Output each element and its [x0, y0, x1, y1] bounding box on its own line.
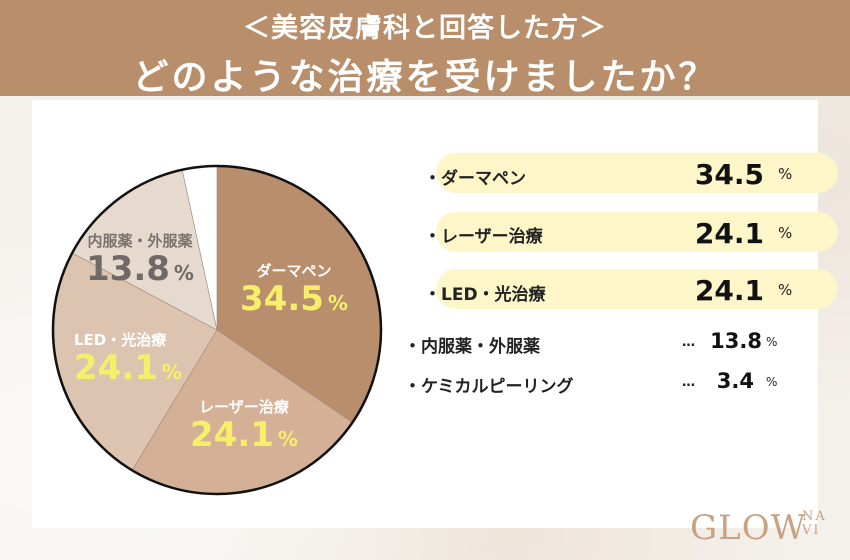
legend-unit-led: %: [778, 281, 793, 299]
header-title: どのような治療を受けましたか？: [132, 57, 718, 98]
chart-card: ダーマペン 34.5% レーザー治療 24.1% LED・光治療 24.1% 内…: [32, 100, 838, 528]
pie-chart: [51, 164, 383, 496]
legend-unit-peel: %: [766, 375, 778, 389]
legend-dots-peel: …: [682, 375, 695, 390]
pie-label-oral: 内服薬・外服薬 13.8%: [86, 232, 194, 289]
pie-label-led: LED・光治療 24.1%: [74, 331, 182, 388]
glow-navi-logo: GLOW NA VI: [690, 508, 827, 548]
pie-label-laser: レーザー治療 24.1%: [190, 398, 298, 455]
pie-outline: [51, 164, 383, 496]
legend-unit-laser: %: [778, 224, 793, 242]
legend-value-oral: 13.8: [710, 329, 762, 353]
legend-pill-dermapen: [436, 153, 838, 193]
legend-label-dermapen: ・ダーマペン: [424, 169, 526, 189]
header-banner: ＜美容皮膚科と回答した方＞ どのような治療を受けましたか？: [0, 0, 850, 98]
legend-label-laser: ・レーザー治療: [424, 227, 543, 247]
header-subtitle: ＜美容皮膚科と回答した方＞: [243, 13, 607, 44]
legend-pill-laser: [436, 212, 838, 252]
legend-unit-oral: %: [766, 335, 778, 349]
legend-dots-oral: …: [682, 335, 695, 350]
legend-unit-dermapen: %: [778, 165, 793, 183]
legend-pill-led: [436, 269, 838, 309]
legend-label-peel: ・ケミカルピーリング: [404, 377, 574, 397]
legend-label-oral: ・内服薬・外服薬: [404, 337, 540, 357]
legend-value-led: 24.1: [694, 274, 764, 307]
pie-label-dermapen: ダーマペン 34.5%: [240, 262, 348, 319]
legend-value-laser: 24.1: [694, 217, 764, 250]
legend-value-peel: 3.4: [716, 369, 754, 393]
legend-label-led: ・LED・光治療: [424, 285, 546, 305]
legend-value-dermapen: 34.5: [694, 158, 764, 191]
